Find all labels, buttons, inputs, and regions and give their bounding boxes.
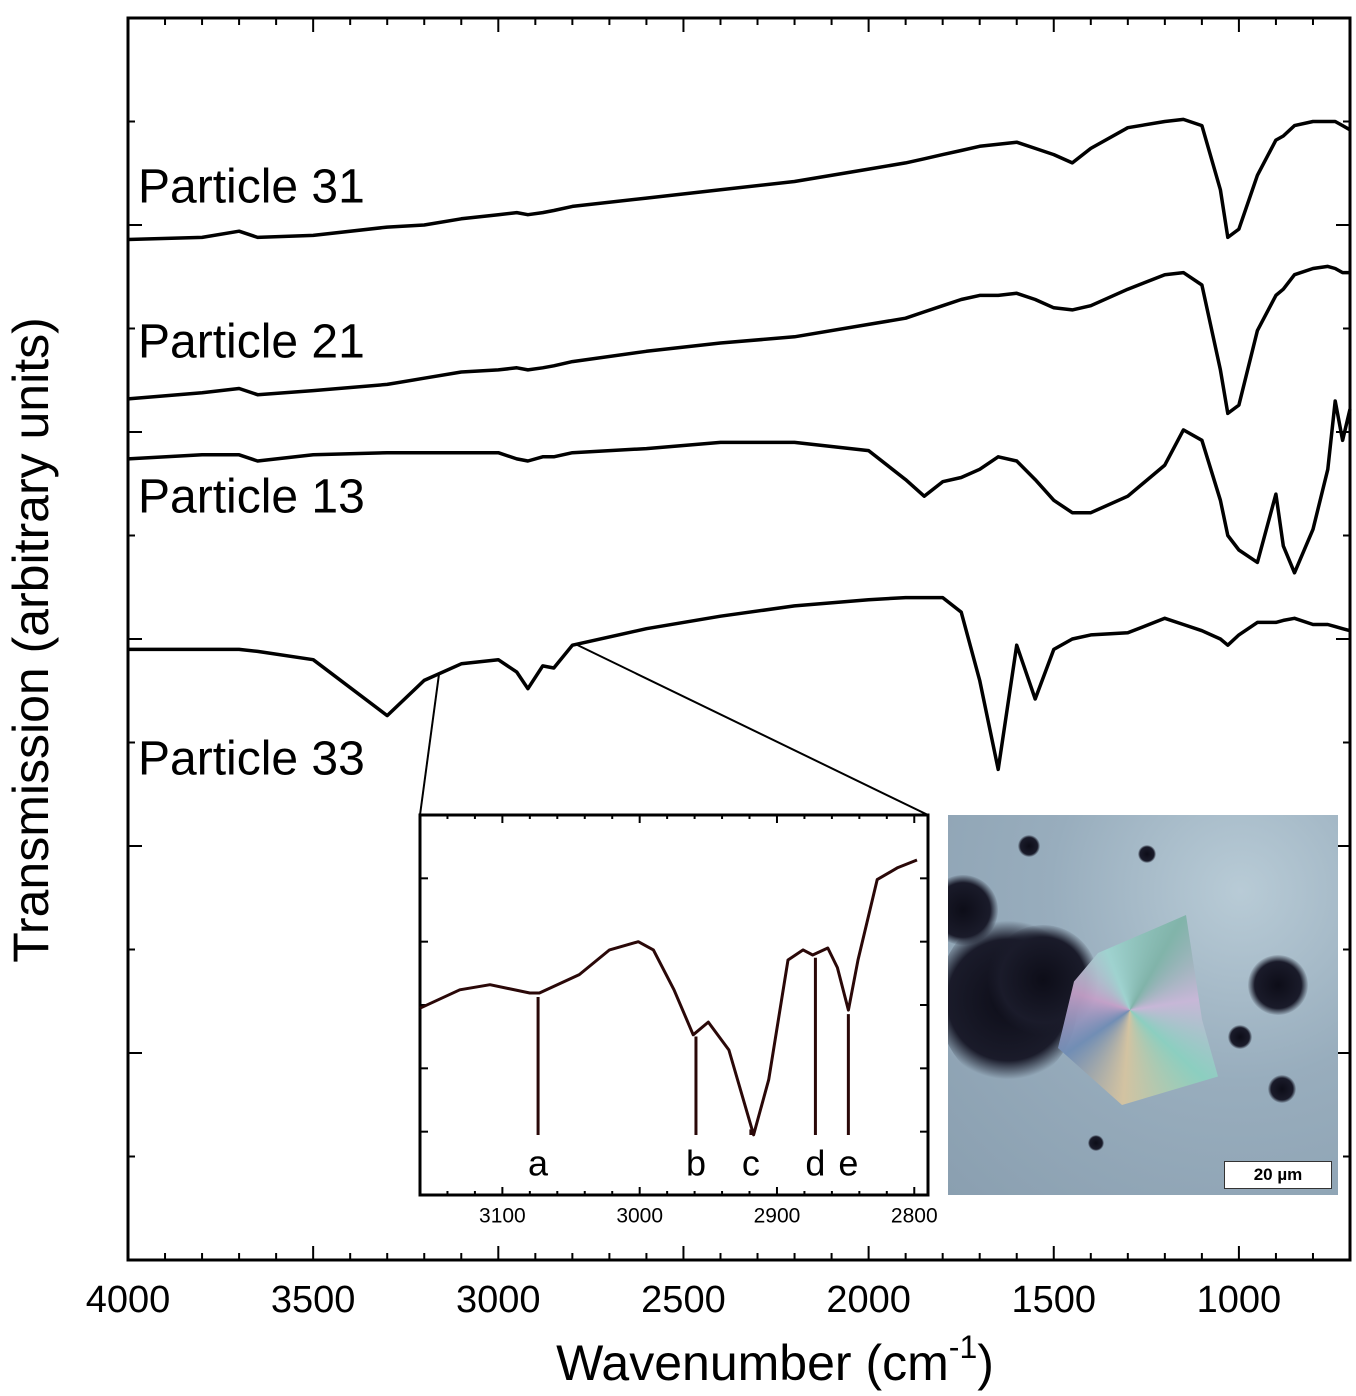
scale-bar: 20 µm bbox=[1224, 1161, 1332, 1189]
x-tick-label: 2900 bbox=[754, 1205, 801, 1228]
x-tick-label: 3000 bbox=[456, 1279, 541, 1321]
peak-label: a bbox=[528, 1143, 549, 1184]
series-label: Particle 33 bbox=[138, 733, 365, 786]
peak-label: c bbox=[742, 1143, 760, 1184]
x-tick-label: 2500 bbox=[641, 1279, 726, 1321]
spectrum-line bbox=[419, 858, 918, 1137]
particle-blob bbox=[1248, 955, 1308, 1015]
particle-blob bbox=[1018, 835, 1040, 857]
spectrum-line bbox=[127, 264, 1350, 416]
x-tick-label: 3500 bbox=[271, 1279, 356, 1321]
x-tick-label: 3000 bbox=[616, 1205, 663, 1228]
micrograph: 20 µm bbox=[948, 815, 1338, 1195]
zoom-connector bbox=[419, 673, 441, 816]
x-tick-label: 3100 bbox=[479, 1205, 526, 1228]
plot-frame bbox=[418, 813, 930, 1197]
x-axis-title-text: Wavenumber (cm bbox=[556, 1335, 949, 1391]
y-axis-title: Transmission (arbitrary units) bbox=[3, 317, 59, 963]
series-label: Particle 31 bbox=[138, 161, 365, 214]
spectrum-line bbox=[127, 399, 1352, 575]
x-axis-title-end: ) bbox=[977, 1335, 994, 1391]
peak-label: d bbox=[805, 1143, 825, 1184]
particle-blob bbox=[1138, 845, 1156, 863]
x-axis-title: Wavenumber (cm-1) bbox=[556, 1329, 994, 1391]
spectrum-line bbox=[128, 595, 1351, 772]
spectrum-line bbox=[127, 117, 1351, 242]
x-tick-label: 1500 bbox=[1011, 1279, 1096, 1321]
particle-blob bbox=[1268, 1075, 1296, 1103]
zoom-connector bbox=[575, 643, 929, 816]
x-tick-label: 2800 bbox=[891, 1205, 938, 1228]
x-tick-label: 4000 bbox=[86, 1279, 171, 1321]
series-label: Particle 21 bbox=[138, 316, 365, 369]
x-tick-label: 2000 bbox=[826, 1279, 911, 1321]
peak-label: e bbox=[838, 1143, 858, 1184]
particle-blob bbox=[1228, 1025, 1252, 1049]
series-label: Particle 13 bbox=[138, 471, 365, 524]
peak-label: b bbox=[686, 1143, 706, 1184]
x-axis-title-sup: -1 bbox=[949, 1329, 977, 1365]
particle-blob bbox=[1088, 1135, 1104, 1151]
x-tick-label: 1000 bbox=[1197, 1279, 1282, 1321]
